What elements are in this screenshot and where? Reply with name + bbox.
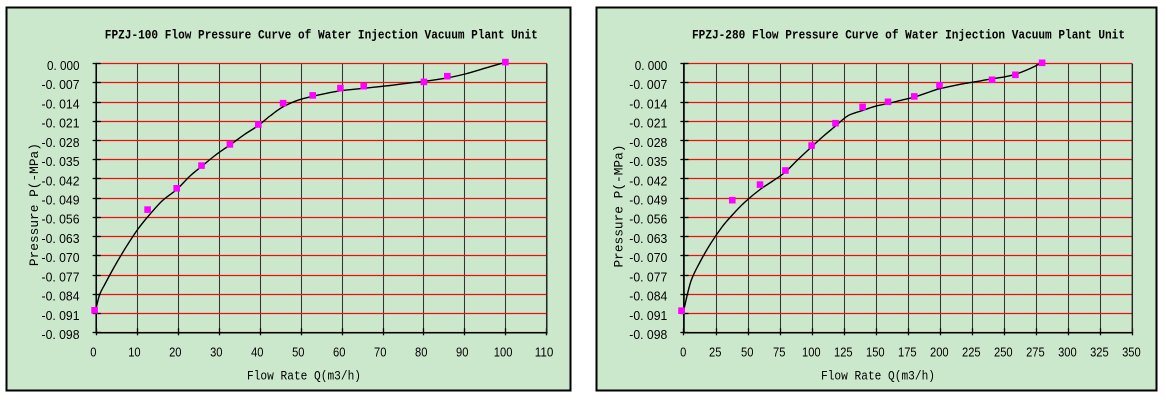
- svg-text:-0. 007: -0. 007: [42, 77, 80, 92]
- svg-text:-0. 091: -0. 091: [629, 308, 667, 323]
- svg-text:-0. 021: -0. 021: [42, 116, 80, 131]
- svg-text:-0. 056: -0. 056: [42, 212, 80, 227]
- svg-text:325: 325: [1090, 345, 1109, 360]
- svg-text:-0. 014: -0. 014: [629, 96, 667, 111]
- svg-text:0: 0: [90, 345, 96, 360]
- svg-text:175: 175: [898, 345, 917, 360]
- svg-text:Flow Rate Q(m3/h): Flow Rate Q(m3/h): [821, 369, 935, 384]
- svg-text:100: 100: [802, 345, 821, 360]
- svg-text:Pressure P(-MPa): Pressure P(-MPa): [27, 143, 42, 266]
- svg-text:-0. 049: -0. 049: [629, 193, 667, 208]
- svg-text:-0. 035: -0. 035: [42, 154, 80, 169]
- svg-text:Pressure P(-MPa): Pressure P(-MPa): [612, 145, 627, 268]
- svg-text:250: 250: [994, 345, 1013, 360]
- svg-text:FPZJ-280 Flow Pressure Curve o: FPZJ-280 Flow Pressure Curve of Water In…: [692, 27, 1125, 42]
- svg-text:-0. 042: -0. 042: [629, 173, 667, 188]
- svg-text:-0. 084: -0. 084: [42, 289, 80, 304]
- svg-text:350: 350: [1122, 345, 1141, 360]
- svg-text:125: 125: [834, 345, 853, 360]
- svg-text:50: 50: [741, 345, 753, 360]
- svg-text:0. 000: 0. 000: [47, 58, 80, 73]
- svg-text:20: 20: [169, 345, 181, 360]
- svg-text:300: 300: [1058, 345, 1077, 360]
- svg-text:110: 110: [535, 345, 554, 360]
- svg-text:FPZJ-100 Flow Pressure Curve o: FPZJ-100 Flow Pressure Curve of Water In…: [105, 27, 538, 42]
- svg-text:40: 40: [251, 345, 263, 360]
- svg-text:50: 50: [292, 345, 304, 360]
- svg-text:0: 0: [680, 345, 686, 360]
- svg-text:90: 90: [456, 345, 468, 360]
- svg-text:-0. 077: -0. 077: [629, 269, 667, 284]
- svg-text:-0. 021: -0. 021: [629, 116, 667, 131]
- svg-text:-0. 077: -0. 077: [42, 269, 80, 284]
- svg-text:-0. 035: -0. 035: [629, 154, 667, 169]
- svg-text:150: 150: [866, 345, 885, 360]
- svg-text:-0. 084: -0. 084: [629, 289, 667, 304]
- svg-text:80: 80: [415, 345, 427, 360]
- svg-text:-0. 063: -0. 063: [629, 231, 667, 246]
- svg-text:-0. 063: -0. 063: [42, 231, 80, 246]
- svg-text:10: 10: [128, 345, 140, 360]
- svg-text:-0. 042: -0. 042: [42, 173, 80, 188]
- svg-text:-0. 070: -0. 070: [42, 250, 80, 265]
- svg-text:25: 25: [709, 345, 721, 360]
- svg-text:275: 275: [1026, 345, 1045, 360]
- svg-text:70: 70: [374, 345, 386, 360]
- svg-text:60: 60: [333, 345, 345, 360]
- svg-text:-0. 028: -0. 028: [42, 135, 80, 150]
- svg-text:-0. 056: -0. 056: [629, 212, 667, 227]
- svg-text:-0. 098: -0. 098: [629, 327, 667, 342]
- svg-text:-0. 014: -0. 014: [42, 96, 80, 111]
- svg-text:-0. 070: -0. 070: [629, 250, 667, 265]
- svg-text:200: 200: [930, 345, 949, 360]
- svg-text:-0. 091: -0. 091: [42, 308, 80, 323]
- svg-text:-0. 049: -0. 049: [42, 193, 80, 208]
- svg-text:30: 30: [210, 345, 222, 360]
- svg-text:-0. 028: -0. 028: [629, 135, 667, 150]
- svg-text:100: 100: [494, 345, 513, 360]
- svg-text:0. 000: 0. 000: [635, 58, 668, 73]
- svg-text:-0. 098: -0. 098: [42, 327, 80, 342]
- svg-text:-0. 007: -0. 007: [629, 77, 667, 92]
- svg-text:75: 75: [773, 345, 785, 360]
- svg-text:Flow Rate Q(m3/h): Flow Rate Q(m3/h): [247, 369, 361, 384]
- svg-text:225: 225: [962, 345, 981, 360]
